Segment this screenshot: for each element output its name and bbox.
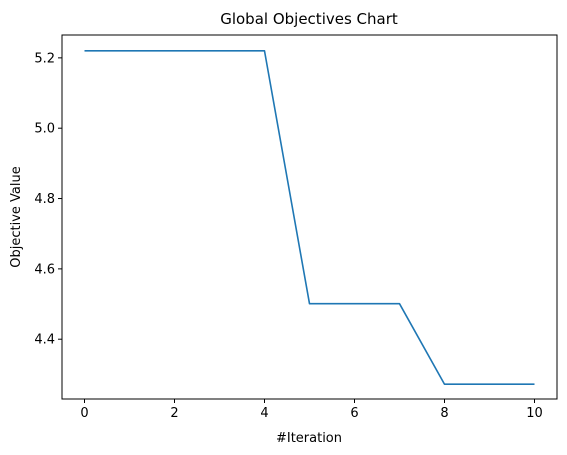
x-tick-label: 2 bbox=[170, 406, 178, 421]
y-tick-label: 5.0 bbox=[34, 122, 55, 137]
y-tick-label: 5.2 bbox=[34, 51, 55, 66]
plot-area-frame bbox=[61, 34, 558, 400]
x-tick-label: 0 bbox=[80, 406, 88, 421]
series-layer bbox=[84, 50, 535, 386]
y-axis-label: Objective Value bbox=[9, 166, 24, 267]
y-tick-label: 4.8 bbox=[34, 192, 55, 207]
x-tick-label: 8 bbox=[440, 406, 448, 421]
objective-line bbox=[84, 50, 535, 386]
y-tick-label: 4.6 bbox=[34, 262, 55, 277]
x-tick-label: 6 bbox=[350, 406, 358, 421]
x-tick-label: 4 bbox=[260, 406, 268, 421]
y-axis-ticks: 4.4 4.6 4.8 5.0 5.2 bbox=[34, 51, 62, 348]
x-axis-label: #Iteration bbox=[276, 431, 342, 446]
chart-title: Global Objectives Chart bbox=[220, 10, 398, 28]
y-tick-label: 4.4 bbox=[34, 333, 55, 348]
x-tick-label: 10 bbox=[526, 406, 543, 421]
x-axis-ticks: 0 2 4 6 8 10 bbox=[80, 399, 543, 421]
